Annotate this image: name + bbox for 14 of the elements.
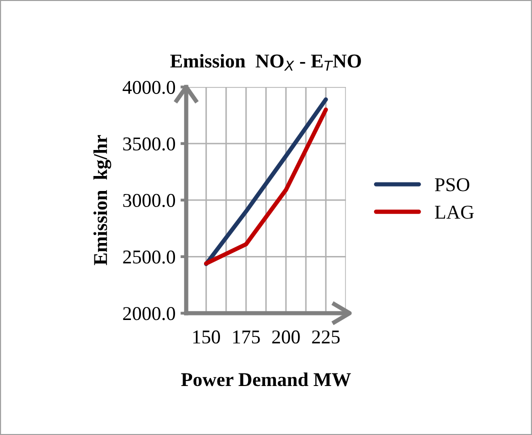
legend-label: LAG bbox=[434, 206, 474, 219]
y-axis-title: Emission kg/hr bbox=[93, 135, 112, 266]
chart-title: Emission NO$_{X}$ - E$_{T}$NO bbox=[170, 54, 361, 71]
x-tick-label: 175 bbox=[233, 330, 260, 344]
x-tick-label: 150 bbox=[193, 330, 220, 344]
x-tick-label: 225 bbox=[312, 330, 340, 344]
y-tick-label: 2500.0 bbox=[123, 250, 176, 264]
y-tick-label: 4000.0 bbox=[122, 80, 176, 94]
y-tick-label: 2000.0 bbox=[123, 307, 176, 320]
y-tick-label: 3500.0 bbox=[123, 137, 176, 151]
x-axis-title: Power Demand MW bbox=[181, 372, 351, 386]
x-tick-label: 200 bbox=[272, 330, 300, 344]
legend-label: PSO bbox=[434, 178, 470, 192]
y-tick-label: 3000.0 bbox=[123, 194, 176, 208]
